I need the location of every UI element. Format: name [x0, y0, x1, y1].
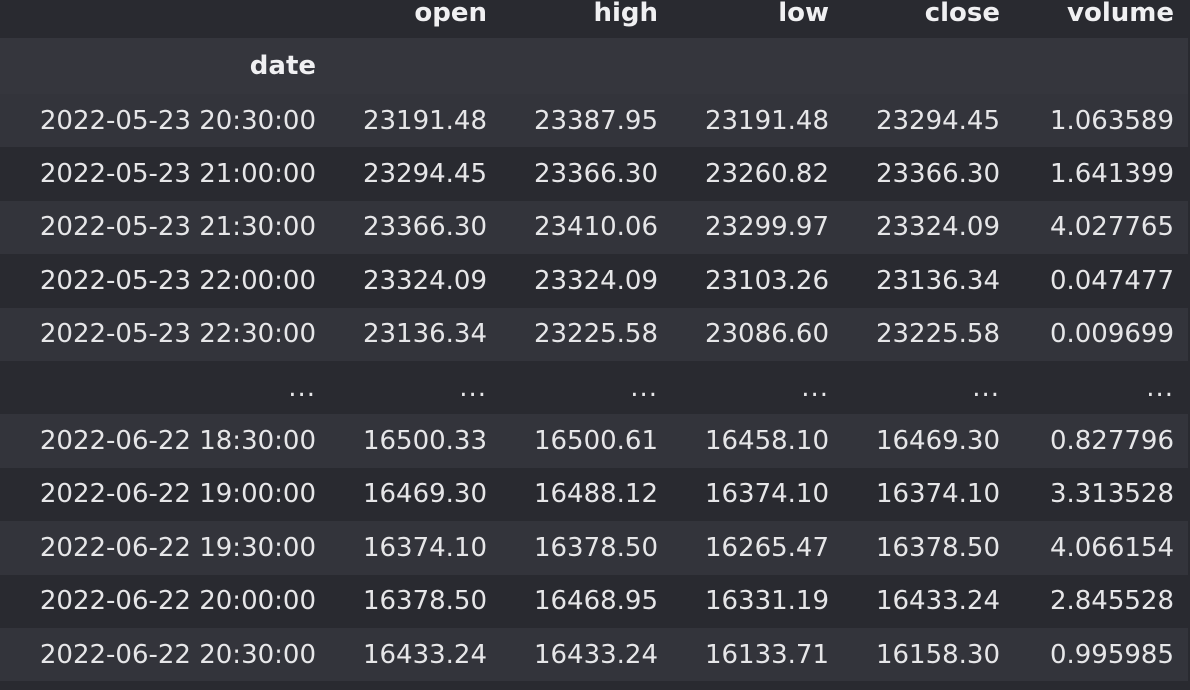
table-row: 2022-06-22 19:30:00 16374.10 16378.50 16…	[0, 521, 1188, 575]
low-cell: 16265.47	[704, 532, 829, 563]
column-header-close: close	[924, 0, 1000, 28]
close-cell: 16469.30	[875, 426, 1000, 457]
volume-cell: 4.066154	[1049, 532, 1174, 563]
volume-cell: 2.845528	[1049, 586, 1174, 617]
high-cell: 23387.95	[533, 105, 658, 136]
open-cell: 16374.10	[362, 532, 487, 563]
table-body: 2022-05-23 20:30:00 23191.48 23387.95 23…	[0, 94, 1188, 682]
open-cell: 23366.30	[362, 212, 487, 243]
empty-header-cell	[843, 38, 1014, 94]
column-header-low: low	[778, 0, 829, 28]
low-cell: 23260.82	[704, 159, 829, 190]
low-cell: 23103.26	[704, 265, 829, 296]
low-cell: 16133.71	[704, 639, 829, 670]
low-cell: 16331.19	[704, 586, 829, 617]
close-cell: 16433.24	[875, 586, 1000, 617]
low-cell: 16374.10	[704, 479, 829, 510]
low-cell: 23299.97	[704, 212, 829, 243]
open-cell: 23294.45	[362, 159, 487, 190]
row-index-cell: ...	[288, 372, 316, 403]
volume-cell: 0.995985	[1049, 639, 1174, 670]
empty-header-cell	[330, 38, 501, 94]
close-cell: 16374.10	[875, 479, 1000, 510]
high-cell: ...	[630, 372, 658, 403]
volume-cell: 4.027765	[1049, 212, 1174, 243]
table-row: 2022-06-22 20:00:00 16378.50 16468.95 16…	[0, 574, 1188, 628]
volume-cell: 0.009699	[1049, 319, 1174, 350]
close-cell: 23324.09	[875, 212, 1000, 243]
open-cell: ...	[459, 372, 487, 403]
open-cell: 16433.24	[362, 639, 487, 670]
table-row: 2022-05-23 22:30:00 23136.34 23225.58 23…	[0, 307, 1188, 361]
high-cell: 16468.95	[533, 586, 658, 617]
column-header-volume: volume	[1067, 0, 1174, 28]
table-row: 2022-05-23 22:00:00 23324.09 23324.09 23…	[0, 254, 1188, 308]
row-index-cell: 2022-05-23 20:30:00	[39, 105, 316, 136]
low-cell: ...	[801, 372, 829, 403]
high-cell: 23225.58	[533, 319, 658, 350]
column-header-high: high	[593, 0, 658, 28]
close-cell: 23136.34	[875, 265, 1000, 296]
volume-cell: 0.047477	[1049, 265, 1174, 296]
close-cell: 16378.50	[875, 532, 1000, 563]
close-cell: 23225.58	[875, 319, 1000, 350]
open-cell: 23191.48	[362, 105, 487, 136]
empty-header-cell	[501, 38, 672, 94]
high-cell: 16378.50	[533, 532, 658, 563]
table-row: 2022-05-23 21:00:00 23294.45 23366.30 23…	[0, 147, 1188, 201]
index-corner-header	[0, 0, 330, 38]
low-cell: 16458.10	[704, 426, 829, 457]
open-cell: 23136.34	[362, 319, 487, 350]
high-cell: 23366.30	[533, 159, 658, 190]
row-index-cell: 2022-05-23 22:00:00	[39, 265, 316, 296]
column-header-row: open high low close volume	[0, 0, 1188, 38]
low-cell: 23086.60	[704, 319, 829, 350]
volume-cell: 1.641399	[1049, 159, 1174, 190]
high-cell: 23410.06	[533, 212, 658, 243]
volume-cell: 0.827796	[1049, 426, 1174, 457]
open-cell: 16378.50	[362, 586, 487, 617]
open-cell: 16500.33	[362, 426, 487, 457]
empty-header-cell	[1014, 38, 1188, 94]
row-index-cell: 2022-06-22 18:30:00	[39, 426, 316, 457]
close-cell: 23366.30	[875, 159, 1000, 190]
row-index-cell: 2022-06-22 19:30:00	[39, 532, 316, 563]
volume-cell: ...	[1146, 372, 1174, 403]
column-header-open: open	[414, 0, 487, 28]
index-name-row: date	[0, 38, 1188, 94]
close-cell: 16158.30	[875, 639, 1000, 670]
high-cell: 16488.12	[533, 479, 658, 510]
volume-cell: 3.313528	[1049, 479, 1174, 510]
row-index-cell: 2022-06-22 20:30:00	[39, 639, 316, 670]
table-row: 2022-06-22 18:30:00 16500.33 16500.61 16…	[0, 414, 1188, 468]
row-index-cell: 2022-05-23 22:30:00	[39, 319, 316, 350]
table-row: 2022-05-23 20:30:00 23191.48 23387.95 23…	[0, 94, 1188, 148]
volume-cell: 1.063589	[1049, 105, 1174, 136]
table-header: open high low close volume date	[0, 0, 1188, 94]
row-index-cell: 2022-06-22 20:00:00	[39, 586, 316, 617]
open-cell: 23324.09	[362, 265, 487, 296]
table-row: 2022-06-22 20:30:00 16433.24 16433.24 16…	[0, 627, 1188, 682]
high-cell: 16500.61	[533, 426, 658, 457]
row-index-cell: 2022-06-22 19:00:00	[39, 479, 316, 510]
index-name-header: date	[0, 38, 330, 94]
low-cell: 23191.48	[704, 105, 829, 136]
row-index-cell: 2022-05-23 21:30:00	[39, 212, 316, 243]
close-cell: 23294.45	[875, 105, 1000, 136]
empty-header-cell	[672, 38, 843, 94]
high-cell: 23324.09	[533, 265, 658, 296]
row-index-cell: 2022-05-23 21:00:00	[39, 159, 316, 190]
table-row: 2022-05-23 21:30:00 23366.30 23410.06 23…	[0, 200, 1188, 255]
open-cell: 16469.30	[362, 479, 487, 510]
high-cell: 16433.24	[533, 639, 658, 670]
close-cell: ...	[972, 372, 1000, 403]
table-row: 2022-06-22 19:00:00 16469.30 16488.12 16…	[0, 467, 1188, 522]
ellipsis-row: ... ... ... ... ... ...	[0, 360, 1188, 415]
